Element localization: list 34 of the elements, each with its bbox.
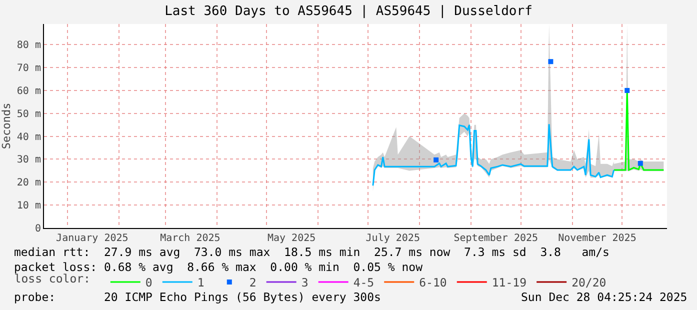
y-tick-label: 40 m — [16, 132, 41, 143]
x-tick-label: November 2025 — [558, 233, 636, 244]
y-tick-label: 20 m — [16, 178, 41, 189]
x-tick-label: September 2025 — [454, 233, 538, 244]
legend-label: 2 — [249, 275, 256, 290]
point — [638, 160, 643, 166]
text: probe: 20 ICMP Echo Pings (56 Bytes) every 300s — [14, 290, 381, 304]
x-tick-label: May 2025 — [267, 233, 316, 244]
point — [434, 157, 439, 162]
text: Sun Dec 28 04:25:24 2025 — [521, 290, 688, 304]
x-tick-label: July 2025 — [366, 233, 420, 244]
legend-label: 6-10 — [419, 275, 447, 290]
y-tick-label: 30 m — [16, 154, 41, 166]
legend-label: 1 — [197, 275, 204, 290]
y-tick-label: 60 m — [16, 86, 41, 97]
x-tick-label: March 2025 — [160, 233, 220, 244]
legend-label: 4-5 — [353, 275, 374, 290]
point — [548, 59, 554, 64]
y-tick-label: 80 m — [16, 40, 41, 52]
legend-label: 0 — [145, 275, 152, 290]
y-axis-title: Seconds — [0, 102, 13, 150]
y-tick-label: 70 m — [16, 63, 41, 74]
line-series — [372, 123, 615, 186]
y-tick-label: 50 m — [16, 108, 41, 120]
legend-label: 20/20 — [572, 275, 606, 290]
x-tick-label: January 2025 — [56, 233, 128, 244]
legend-label: 3 — [301, 275, 308, 290]
text: median rtt: 27.9 ms avg 73.0 ms max 18.5 ms min 25.7 ms now 7.3 ms sd 3.8 am/s — [14, 245, 610, 259]
text: packet loss: 0.68 % avg 8.66 % max 0.00 % min 0.05 % now — [14, 260, 423, 274]
chart-title: Last 360 Days to AS59645 | AS59645 | Dusseldorf — [164, 4, 532, 20]
y-tick-label: 0 — [34, 224, 41, 234]
y-tick-label: 10 m — [16, 200, 41, 212]
legend-label: 11-19 — [492, 275, 527, 290]
point — [624, 88, 630, 93]
